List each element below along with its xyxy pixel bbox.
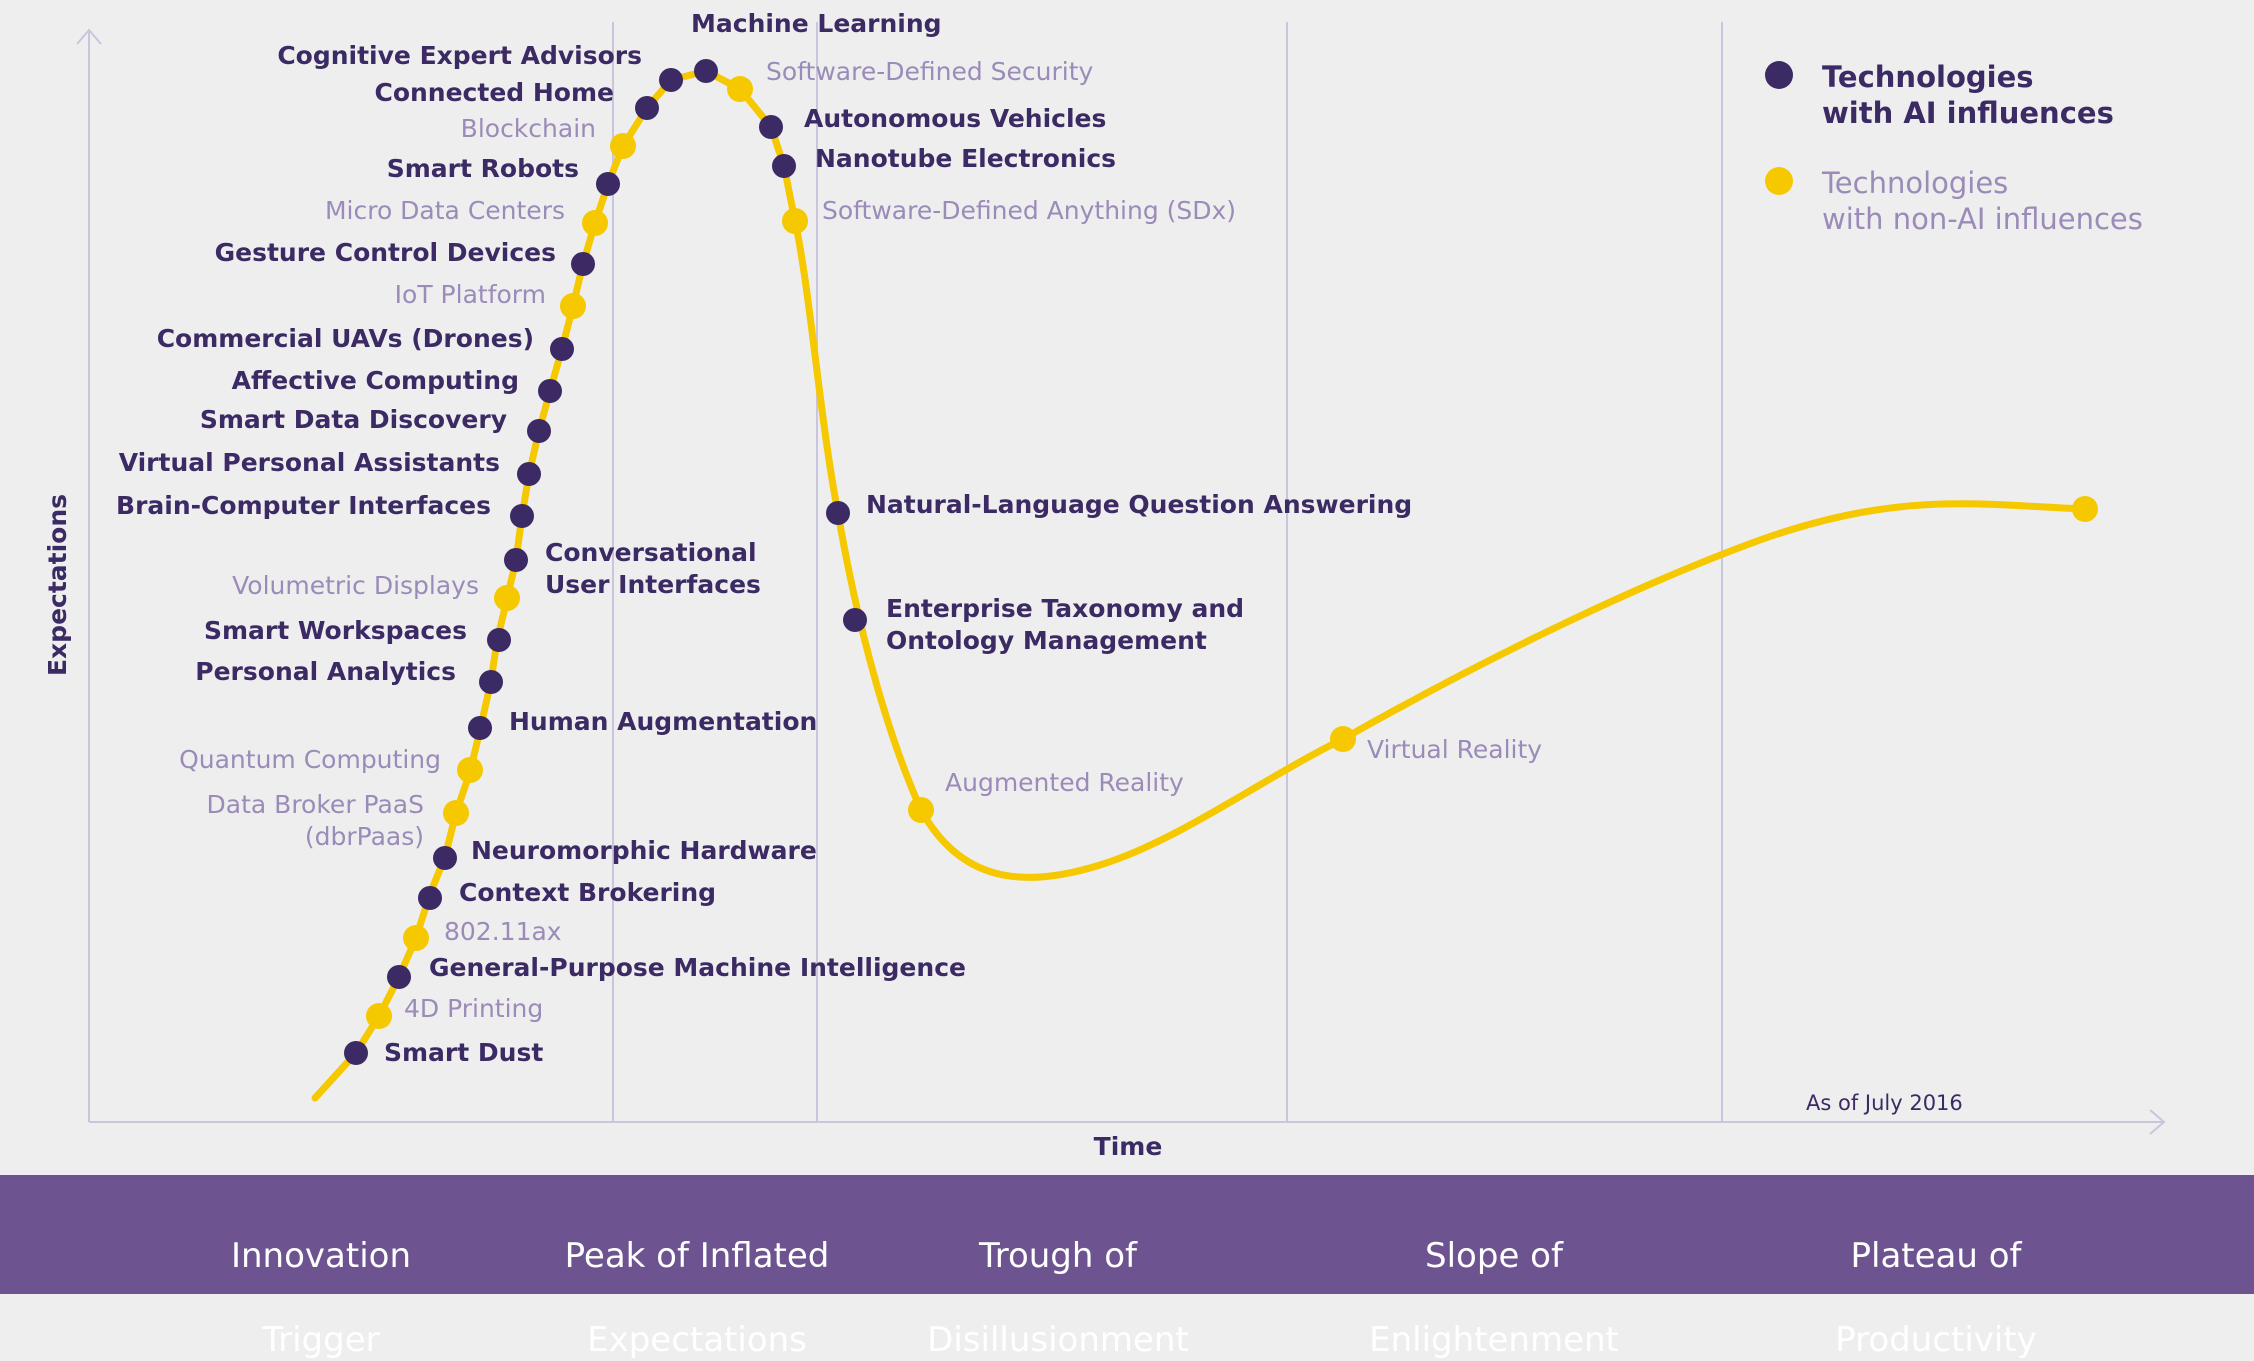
phase-bar: Innovation Trigger Peak of Inflated Expe… xyxy=(0,1175,2254,1360)
legend-nonai-marker xyxy=(1765,167,1793,195)
marker-conversational xyxy=(504,548,528,572)
marker-software-defined-security xyxy=(727,76,753,102)
marker-data-broker-paas xyxy=(443,800,469,826)
x-axis-label: Time xyxy=(1094,1132,1163,1161)
phase-slope-of-enlightenment: Slope of Enlightenment xyxy=(1369,1236,1619,1360)
label-context-brokering: Context Brokering xyxy=(459,878,716,907)
phase-dividers xyxy=(612,22,1723,1122)
label-general-purpose-machine-intelligence: General-Purpose Machine Intelligence xyxy=(429,953,966,982)
as-of-note: As of July 2016 xyxy=(1806,1091,1963,1115)
legend-ai-label: Technologies with AI influences xyxy=(1822,60,2114,130)
y-axis-arrow xyxy=(76,28,102,45)
label-cognitive-expert-advisors: Cognitive Expert Advisors xyxy=(277,41,642,70)
label-gesture-control-devices: Gesture Control Devices xyxy=(215,238,556,267)
label-volumetric-displays: Volumetric Displays xyxy=(232,571,479,600)
label-smart-dust: Smart Dust xyxy=(384,1038,543,1067)
label-neuromorphic-hardware: Neuromorphic Hardware xyxy=(471,836,817,865)
marker-autonomous-vehicles xyxy=(759,115,783,139)
marker-neuromorphic-hardware xyxy=(433,846,457,870)
label-iot-platform: IoT Platform xyxy=(395,280,546,309)
marker-blockchain xyxy=(610,133,636,159)
marker-plateau-end xyxy=(2072,496,2098,522)
label-autonomous-vehicles: Autonomous Vehicles xyxy=(804,104,1106,133)
marker-nanotube-electronics xyxy=(772,154,796,178)
axes: Expectations Time As of July 2016 xyxy=(43,28,2166,1161)
label-802-11ax: 802.11ax xyxy=(444,917,562,946)
marker-brain-computer-interfaces xyxy=(510,504,534,528)
marker-4d-printing xyxy=(366,1003,392,1029)
marker-quantum-computing xyxy=(457,757,483,783)
legend-nonai-label: Technologies with non-AI influences xyxy=(1821,166,2143,236)
marker-human-augmentation xyxy=(468,716,492,740)
marker-connected-home xyxy=(635,96,659,120)
phase-peak-of-inflated-expectations: Peak of Inflated Expectations xyxy=(564,1236,830,1360)
label-smart-robots: Smart Robots xyxy=(387,154,579,183)
marker-volumetric-displays xyxy=(494,585,520,611)
label-conversational: Conversational User Interfaces xyxy=(545,538,761,599)
hype-cycle-diagram: Expectations Time As of July 2016 Smart … xyxy=(0,9,2254,1360)
hype-cycle-svg: Expectations Time As of July 2016 Smart … xyxy=(43,9,2166,1161)
label-micro-data-centers: Micro Data Centers xyxy=(325,196,565,225)
marker-virtual-reality xyxy=(1330,726,1356,752)
label-software-defined-security: Software-Defined Security xyxy=(766,57,1094,86)
marker-virtual-personal-assistants xyxy=(517,462,541,486)
phase-plateau-of-productivity: Plateau of Productivity xyxy=(1835,1236,2037,1360)
label-personal-analytics: Personal Analytics xyxy=(195,657,456,686)
marker-enterprise-taxonomy-and xyxy=(843,608,867,632)
marker-802-11ax xyxy=(403,925,429,951)
marker-smart-data-discovery xyxy=(527,419,551,443)
marker-smart-workspaces xyxy=(487,628,511,652)
label-connected-home: Connected Home xyxy=(374,78,614,107)
technology-points: Smart Dust 4D Printing General-Purpose Mac… xyxy=(116,9,2098,1067)
phase-innovation-trigger: Innovation Trigger xyxy=(230,1236,411,1360)
marker-personal-analytics xyxy=(479,670,503,694)
marker-general-purpose-machine-intelligence xyxy=(387,965,411,989)
label-smart-data-discovery: Smart Data Discovery xyxy=(200,405,507,434)
label-natural-language-question-answering: Natural-Language Question Answering xyxy=(866,490,1412,519)
label-human-augmentation: Human Augmentation xyxy=(509,707,817,736)
label-affective-computing: Affective Computing xyxy=(232,366,519,395)
marker-augmented-reality xyxy=(908,797,934,823)
label-enterprise-taxonomy-and: Enterprise Taxonomy and Ontology Manageme… xyxy=(886,594,1244,655)
label-brain-computer-interfaces: Brain-Computer Interfaces xyxy=(116,491,491,520)
label-commercial-uavs-drones: Commercial UAVs (Drones) xyxy=(157,324,534,353)
label-blockchain: Blockchain xyxy=(461,114,596,143)
marker-context-brokering xyxy=(418,886,442,910)
y-axis-label: Expectations xyxy=(43,494,72,676)
marker-commercial-uavs-drones xyxy=(550,337,574,361)
marker-micro-data-centers xyxy=(582,210,608,236)
marker-smart-robots xyxy=(596,172,620,196)
x-axis-arrow xyxy=(2149,1109,2166,1135)
marker-iot-platform xyxy=(560,293,586,319)
label-augmented-reality: Augmented Reality xyxy=(945,768,1184,797)
marker-smart-dust xyxy=(344,1041,368,1065)
marker-gesture-control-devices xyxy=(571,252,595,276)
phase-trough-of-disillusionment: Trough of Disillusionment xyxy=(927,1236,1189,1360)
label-quantum-computing: Quantum Computing xyxy=(179,745,441,774)
marker-software-defined-anything-sdx xyxy=(782,208,808,234)
label-software-defined-anything-sdx: Software-Defined Anything (SDx) xyxy=(822,196,1236,225)
legend: Technologies with AI influences Technolo… xyxy=(1765,60,2143,236)
marker-natural-language-question-answering xyxy=(826,501,850,525)
label-smart-workspaces: Smart Workspaces xyxy=(204,616,467,645)
label-virtual-reality: Virtual Reality xyxy=(1367,735,1542,764)
label-machine-learning: Machine Learning xyxy=(691,9,942,38)
label-data-broker-paas: Data Broker PaaS (dbrPaas) xyxy=(207,790,424,851)
marker-cognitive-expert-advisors xyxy=(659,68,683,92)
label-virtual-personal-assistants: Virtual Personal Assistants xyxy=(119,448,500,477)
legend-ai-marker xyxy=(1765,61,1793,89)
marker-affective-computing xyxy=(538,379,562,403)
label-4d-printing: 4D Printing xyxy=(404,994,543,1023)
label-nanotube-electronics: Nanotube Electronics xyxy=(815,144,1116,173)
marker-machine-learning xyxy=(694,59,718,83)
